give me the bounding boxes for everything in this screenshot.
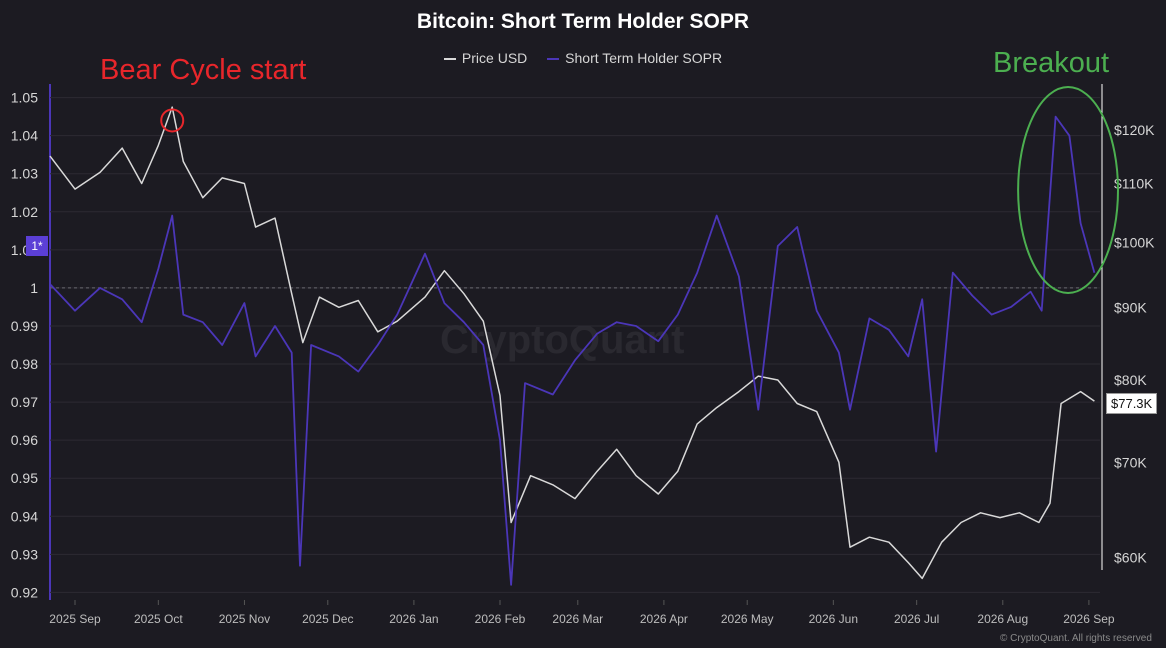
legend-label-sopr: Short Term Holder SOPR [565, 50, 723, 66]
bear-cycle-annotation: Bear Cycle start [100, 54, 307, 86]
right-tick-label-$70K: $70K [1114, 454, 1147, 470]
left-tick-label-0.97: 0.97 [11, 394, 38, 410]
watermark: CryptoQuant [440, 318, 685, 362]
series-line-sopr [49, 115, 1096, 586]
sopr-baseline-badge: 1* [26, 236, 48, 256]
x-tick-label-2025 Oct: 2025 Oct [134, 612, 183, 626]
chart-title: Bitcoin: Short Term Holder SOPR [416, 10, 750, 33]
bear-cycle-marker-circle [160, 108, 185, 133]
left-tick-label-1.03: 1.03 [11, 166, 38, 182]
x-tick-label-2026 Feb: 2026 Feb [475, 612, 526, 626]
left-tick-label-1.02: 1.02 [11, 204, 38, 220]
x-tick-label-2026 Sep: 2026 Sep [1063, 612, 1115, 626]
x-tick-label-2026 Jun: 2026 Jun [809, 612, 858, 626]
x-tick-label-2025 Dec: 2025 Dec [302, 612, 353, 626]
x-tick-label-2026 Aug: 2026 Aug [977, 612, 1028, 626]
right-tick-label-$80K: $80K [1114, 372, 1147, 388]
left-tick-label-0.95: 0.95 [11, 470, 38, 486]
x-tick-label-2026 May: 2026 May [721, 612, 774, 626]
breakout-marker-ellipse [1017, 86, 1119, 294]
x-tick-label-2025 Nov: 2025 Nov [219, 612, 270, 626]
series-line-price [49, 106, 1095, 580]
right-tick-label-$120K: $120K [1114, 122, 1155, 138]
current-price-tag: $77.3K [1106, 393, 1158, 414]
left-tick-label-1: 1 [30, 280, 38, 296]
x-tick-label-2025 Sep: 2025 Sep [49, 612, 101, 626]
left-tick-label-1.05: 1.05 [11, 90, 38, 106]
right-tick-label-$110K: $110K [1114, 175, 1154, 191]
x-tick-label-2026 Mar: 2026 Mar [552, 612, 603, 626]
left-tick-label-0.99: 0.99 [11, 318, 38, 334]
left-tick-label-0.94: 0.94 [11, 508, 38, 524]
right-tick-label-$60K: $60K [1114, 549, 1147, 565]
right-tick-label-$100K: $100K [1114, 234, 1155, 250]
right-tick-label-$90K: $90K [1114, 299, 1147, 315]
x-tick-label-2026 Jul: 2026 Jul [894, 612, 939, 626]
left-tick-label-0.98: 0.98 [11, 356, 38, 372]
x-tick-label-2026 Apr: 2026 Apr [640, 612, 688, 626]
x-tick-label-2026 Jan: 2026 Jan [389, 612, 438, 626]
left-tick-label-0.93: 0.93 [11, 546, 38, 562]
legend-item-sopr[interactable]: Short Term Holder SOPR [547, 50, 722, 66]
breakout-annotation: Breakout [993, 47, 1110, 79]
left-tick-label-0.92: 0.92 [11, 584, 38, 600]
chart-legend: Price USD Short Term Holder SOPR [0, 50, 1166, 66]
left-tick-label-1.04: 1.04 [11, 128, 38, 144]
left-tick-label-0.96: 0.96 [11, 432, 38, 448]
legend-label-price: Price USD [461, 50, 528, 66]
copyright-text: © CryptoQuant. All rights reserved [1000, 633, 1152, 644]
legend-item-price[interactable]: Price USD [443, 50, 528, 66]
